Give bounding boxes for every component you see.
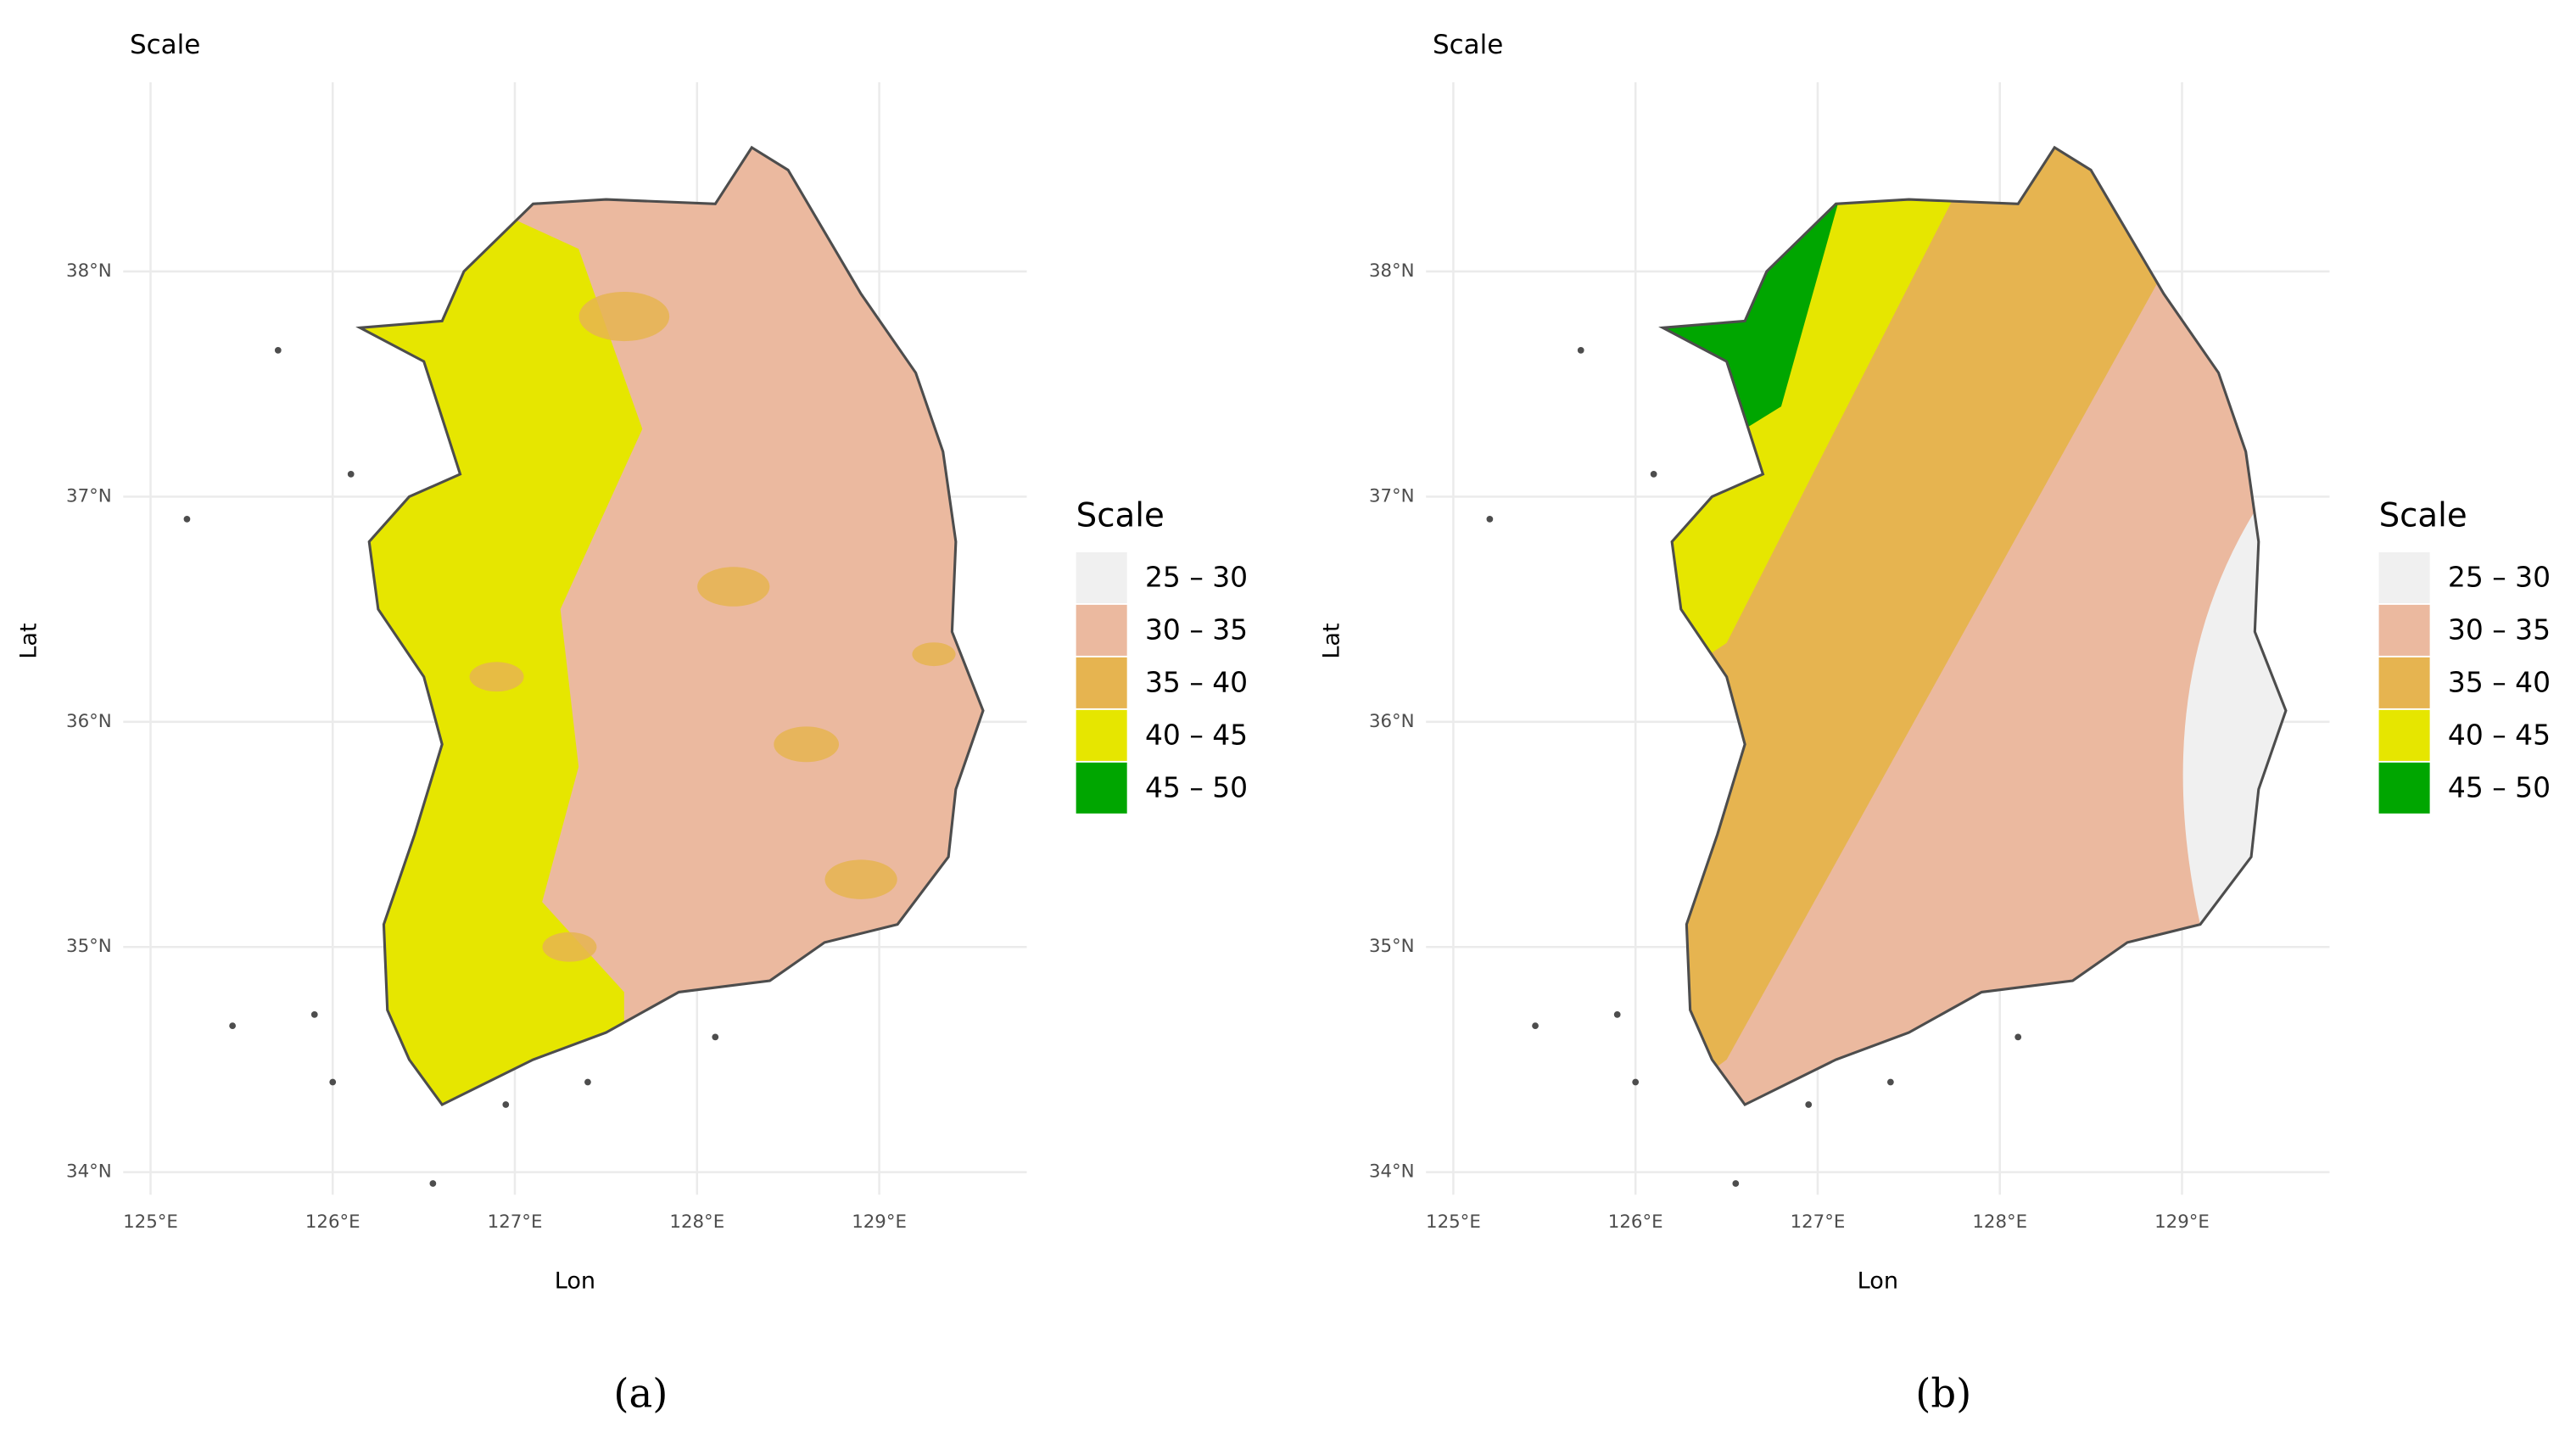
legend-key [2378, 604, 2430, 656]
y-axis-label: Lat [15, 623, 42, 658]
x-tick-label: 129°E [2154, 1211, 2210, 1233]
legend-label: 40 – 45 [1145, 718, 1248, 751]
y-tick-label: 38°N [1369, 260, 1415, 282]
x-tick-label: 126°E [1608, 1211, 1663, 1233]
legend-label: 35 – 40 [2448, 665, 2551, 698]
y-tick-label: 34°N [1369, 1161, 1415, 1183]
legend-key [1076, 762, 1127, 814]
island [1613, 1010, 1621, 1018]
region [469, 662, 524, 692]
x-axis-label: Lon [555, 1267, 595, 1294]
map-panel: Scale 34°N 35°N 36°N 37°N 38°N 125°E 126°E 127°E… [15, 30, 1248, 1417]
legend-label: 40 – 45 [2448, 718, 2551, 751]
x-tick-label: 126°E [305, 1211, 360, 1233]
legend-label: 25 – 30 [2448, 560, 2551, 593]
region [542, 932, 597, 962]
region [774, 726, 840, 763]
island [229, 1022, 237, 1030]
region [912, 642, 956, 667]
coastline [355, 145, 985, 1107]
legend-label: 45 – 50 [2448, 770, 2551, 803]
island [1532, 1022, 1539, 1030]
x-tick-label: 128°E [669, 1211, 724, 1233]
island [1577, 346, 1584, 354]
panel-title: Scale [130, 30, 200, 60]
island [2014, 1033, 2022, 1041]
y-tick-label: 35°N [1369, 936, 1415, 957]
x-tick-label: 127°E [488, 1211, 543, 1233]
coastline [1658, 145, 2288, 1107]
map-fill [1662, 147, 2286, 1105]
island [1650, 470, 1657, 478]
legend-key [2378, 762, 2430, 814]
y-tick-label: 35°N [66, 936, 112, 957]
legend-key [1076, 604, 1127, 656]
x-axis-label: Lon [1858, 1267, 1898, 1294]
island [329, 1078, 337, 1086]
caption: (a) [613, 1370, 668, 1416]
island [1486, 516, 1494, 523]
x-tick-label: 128°E [1972, 1211, 2027, 1233]
legend-key [2378, 551, 2430, 603]
legend-label: 45 – 50 [1145, 770, 1248, 803]
panel-title: Scale [1433, 30, 1503, 60]
legend-title: Scale [1076, 497, 1165, 535]
island [274, 346, 282, 354]
caption: (b) [1915, 1370, 1971, 1416]
x-tick-label: 125°E [1426, 1211, 1481, 1233]
legend-key [1076, 657, 1127, 708]
y-tick-label: 36°N [66, 711, 112, 732]
x-tick-label: 129°E [852, 1211, 907, 1233]
y-tick-label: 37°N [66, 485, 112, 506]
region [578, 291, 670, 342]
legend-key [2378, 709, 2430, 761]
island [310, 1010, 318, 1018]
legend-label: 30 – 35 [2448, 613, 2551, 646]
x-tick-label: 127°E [1791, 1211, 1846, 1233]
island [502, 1101, 510, 1108]
region [824, 859, 897, 899]
region [360, 147, 984, 1105]
y-axis-label: Lat [1318, 623, 1344, 658]
y-tick-label: 34°N [66, 1161, 112, 1183]
legend-key [2378, 657, 2430, 708]
legend-title: Scale [2379, 497, 2467, 535]
legend-key [1076, 551, 1127, 603]
legend-label: 35 – 40 [1145, 665, 1248, 698]
island [1886, 1078, 1894, 1086]
island [183, 516, 191, 523]
island [1732, 1180, 1740, 1187]
y-tick-label: 38°N [66, 260, 112, 282]
island [712, 1033, 719, 1041]
y-tick-label: 36°N [1369, 711, 1415, 732]
island [1632, 1078, 1640, 1086]
island [429, 1180, 437, 1187]
region [1662, 147, 2286, 1105]
y-tick-label: 37°N [1369, 485, 1415, 506]
island [347, 470, 355, 478]
legend-label: 25 – 30 [1145, 560, 1248, 593]
island [1805, 1101, 1813, 1108]
x-tick-label: 125°E [123, 1211, 178, 1233]
island [584, 1078, 591, 1086]
map-fill [360, 147, 984, 1105]
legend-key [1076, 709, 1127, 761]
region [697, 567, 770, 607]
map-panel: Scale 34°N 35°N 36°N 37°N 38°N 125°E 126°E 127°E… [1318, 30, 2551, 1417]
legend-label: 30 – 35 [1145, 613, 1248, 646]
